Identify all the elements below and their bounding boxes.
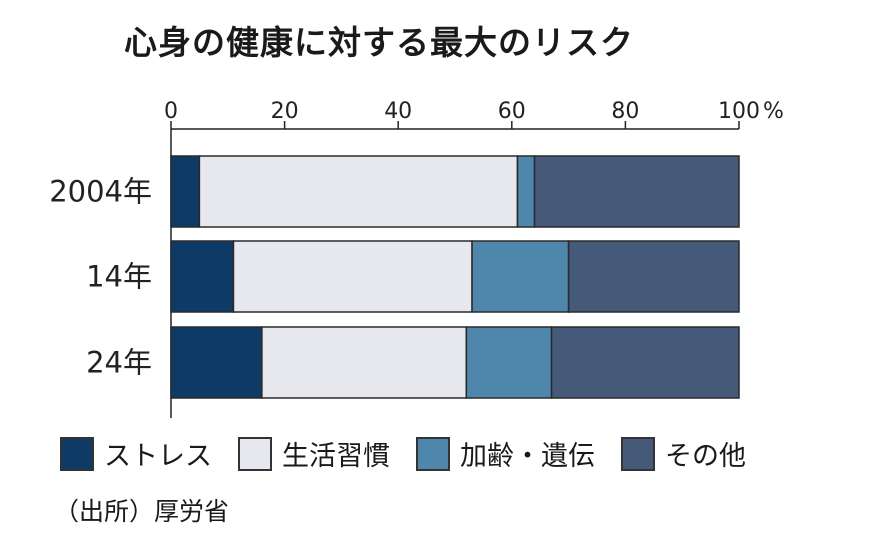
legend-swatch-3 — [621, 436, 655, 471]
legend-label-1: 生活習慣 — [282, 441, 390, 472]
chart-title: 心身の健康に対する最大のリスク — [124, 23, 634, 62]
source-note: （出所）厚労省 — [54, 497, 230, 526]
x-tick-label-60: 60 — [498, 99, 526, 124]
bar-1-series-2 — [471, 240, 570, 313]
bar-2-series-1 — [261, 326, 468, 399]
x-tick-label-20: 20 — [271, 99, 299, 124]
bar-0-series-2 — [516, 155, 536, 228]
bar-1-series-3 — [567, 240, 740, 313]
legend-swatch-1 — [238, 436, 272, 471]
category-label-2: 24年 — [86, 346, 152, 380]
bar-1-series-0 — [170, 240, 235, 313]
legend-item-1: 生活習慣 — [238, 434, 390, 473]
legend-label-2: 加齢・遺伝 — [460, 441, 595, 472]
legend-item-3: その他 — [621, 434, 746, 473]
bar-0-series-0 — [170, 155, 201, 228]
bar-2-series-3 — [550, 326, 740, 399]
legend-swatch-2 — [416, 436, 450, 471]
bar-layer: 2004年 14年 24年 — [49, 155, 740, 399]
bar-2-series-2 — [465, 326, 553, 399]
category-label-0: 2004年 — [49, 175, 152, 209]
x-tick-label-0: 0 — [164, 99, 178, 124]
legend-label-3: その他 — [665, 441, 746, 472]
legend-swatch-0 — [60, 436, 94, 471]
category-label-1: 14年 — [86, 260, 152, 294]
x-tick-label-80: 80 — [611, 99, 639, 124]
legend-label-0: ストレス — [104, 441, 212, 472]
axis-layer: 0 20 40 60 80 100% — [164, 99, 784, 418]
legend-item-2: 加齢・遺伝 — [416, 434, 595, 473]
bar-0-series-3 — [533, 155, 740, 228]
bar-1-series-1 — [232, 240, 473, 313]
legend-item-0: ストレス — [60, 434, 212, 473]
legend: ストレス 生活習慣 加齢・遺伝 その他 — [60, 434, 772, 473]
bar-2-series-0 — [170, 326, 263, 399]
bar-0-series-1 — [198, 155, 519, 228]
x-tick-label-40: 40 — [384, 99, 412, 124]
x-tick-label-100: 100 — [718, 99, 760, 124]
x-unit-label: % — [763, 99, 784, 124]
